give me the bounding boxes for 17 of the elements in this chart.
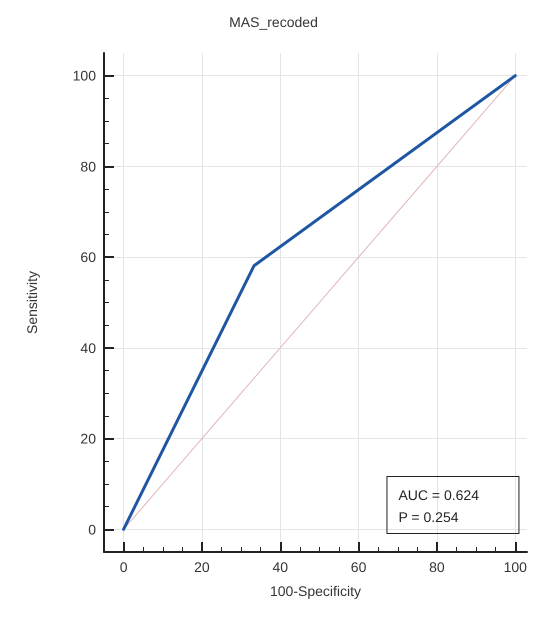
y-tick-label: 80 [80, 158, 96, 174]
annotation: P = 0.254 [398, 509, 459, 525]
x-tick-label: 0 [120, 559, 128, 575]
y-tick-label: 100 [72, 68, 96, 84]
x-tick-label: 100 [504, 559, 528, 575]
y-tick-label: 20 [80, 430, 96, 447]
annotation: AUC = 0.624 [398, 487, 480, 503]
chart-title: MAS_recoded [229, 14, 318, 30]
x-axis-title: 100-Specificity [270, 583, 362, 599]
x-tick-label: 80 [429, 559, 445, 575]
x-tick-label: 20 [194, 559, 210, 575]
y-tick-label: 60 [80, 249, 96, 266]
y-tick-label: 0 [88, 521, 96, 538]
x-tick-label: 60 [350, 559, 367, 575]
y-tick-label: 40 [80, 340, 96, 356]
x-tick-label: 40 [272, 559, 288, 575]
y-axis-title: Sensitivity [24, 270, 40, 334]
